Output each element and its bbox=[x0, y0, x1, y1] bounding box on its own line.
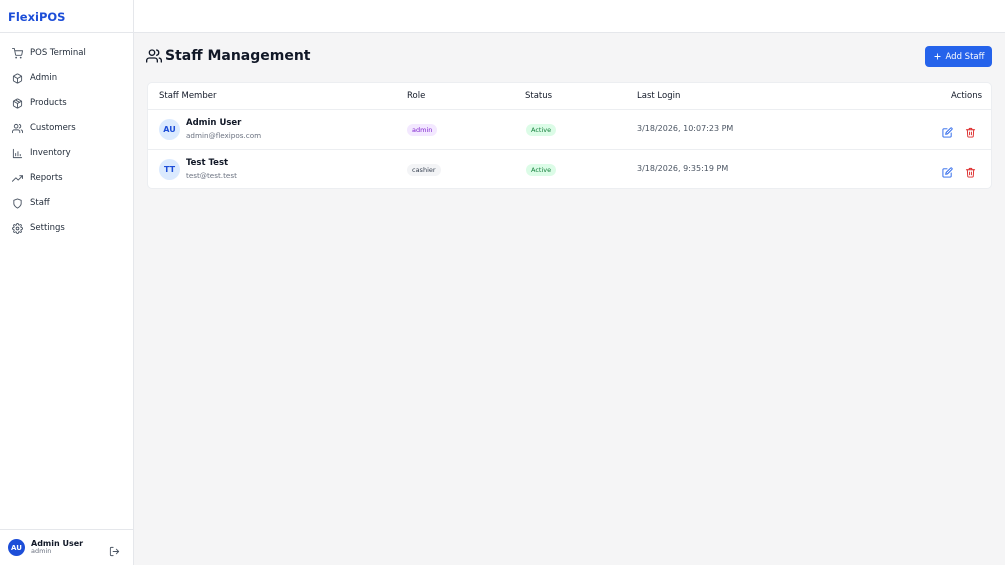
sidebar-item-staff[interactable]: Staff bbox=[0, 192, 133, 214]
staff-email: test@test.test bbox=[186, 171, 237, 180]
sidebar-item-label: Staff bbox=[30, 198, 50, 208]
gear-icon bbox=[12, 222, 23, 234]
package-icon bbox=[12, 97, 23, 109]
trash-icon bbox=[965, 167, 976, 178]
staff-name: Test Test bbox=[186, 158, 229, 168]
avatar: AU bbox=[8, 539, 25, 556]
staff-table: Staff Member Role Status Last Login Acti… bbox=[147, 82, 992, 189]
logout-icon bbox=[109, 546, 120, 557]
sidebar-item-admin[interactable]: Admin bbox=[0, 67, 133, 89]
column-header-last-login: Last Login bbox=[637, 91, 681, 101]
status-badge: Active bbox=[526, 124, 557, 136]
sidebar-item-customers[interactable]: Customers bbox=[0, 117, 133, 139]
column-header-staff-member: Staff Member bbox=[159, 91, 217, 101]
cart-icon bbox=[12, 47, 23, 59]
sidebar-item-label: Reports bbox=[30, 173, 63, 183]
sidebar-item-settings[interactable]: Settings bbox=[0, 217, 133, 239]
shield-icon bbox=[13, 197, 22, 209]
edit-icon bbox=[942, 127, 953, 138]
current-user: AU Admin User admin bbox=[0, 529, 133, 565]
avatar: AU bbox=[159, 119, 180, 140]
table-row: TT Test Test test@test.test cashier Acti… bbox=[148, 149, 991, 189]
sidebar-item-label: Products bbox=[30, 98, 67, 108]
role-badge: admin bbox=[407, 124, 438, 136]
staff-email: admin@flexipos.com bbox=[186, 131, 262, 140]
status-badge: Active bbox=[526, 164, 557, 176]
sidebar-item-inventory[interactable]: Inventory bbox=[0, 142, 133, 164]
add-staff-label: Add Staff bbox=[945, 51, 985, 62]
users-icon bbox=[12, 123, 23, 133]
user-name: Admin User bbox=[31, 538, 84, 548]
sidebar-item-reports[interactable]: Reports bbox=[0, 167, 133, 189]
sidebar-item-products[interactable]: Products bbox=[0, 92, 133, 114]
sidebar-item-label: Inventory bbox=[30, 148, 71, 158]
column-header-role: Role bbox=[407, 91, 426, 101]
sidebar-item-label: POS Terminal bbox=[30, 48, 86, 58]
sidebar: FlexiPOS POS Terminal Admin Products Cus… bbox=[0, 0, 134, 565]
users-icon bbox=[146, 48, 163, 64]
last-login: 3/18/2026, 10:07:23 PM bbox=[637, 124, 734, 133]
table-row: AU Admin User admin@flexipos.com admin A… bbox=[148, 109, 991, 149]
sidebar-item-pos-terminal[interactable]: POS Terminal bbox=[0, 42, 133, 64]
trending-up-icon bbox=[12, 174, 23, 182]
sidebar-item-label: Admin bbox=[30, 73, 58, 83]
sidebar-item-label: Customers bbox=[30, 123, 76, 133]
brand-logo[interactable]: FlexiPOS bbox=[0, 0, 133, 33]
user-role: admin bbox=[31, 547, 52, 556]
role-badge: cashier bbox=[407, 164, 441, 176]
page-title: Staff Management bbox=[165, 48, 311, 64]
staff-name: Admin User bbox=[186, 118, 242, 128]
delete-button[interactable] bbox=[965, 163, 977, 178]
add-staff-button[interactable]: Add Staff bbox=[925, 46, 992, 67]
bar-chart-icon bbox=[12, 148, 23, 158]
trash-icon bbox=[965, 127, 976, 138]
column-header-status: Status bbox=[525, 91, 553, 101]
top-bar bbox=[134, 0, 1005, 33]
avatar: TT bbox=[159, 159, 180, 180]
plus-icon bbox=[933, 53, 941, 60]
sidebar-item-label: Settings bbox=[30, 223, 65, 233]
last-login: 3/18/2026, 9:35:19 PM bbox=[637, 164, 729, 173]
column-header-actions: Actions bbox=[951, 91, 983, 101]
edit-button[interactable] bbox=[942, 123, 954, 138]
box-icon bbox=[12, 72, 23, 84]
delete-button[interactable] bbox=[965, 123, 977, 138]
edit-icon bbox=[942, 167, 953, 178]
logout-button[interactable] bbox=[109, 542, 120, 557]
edit-button[interactable] bbox=[942, 163, 954, 178]
